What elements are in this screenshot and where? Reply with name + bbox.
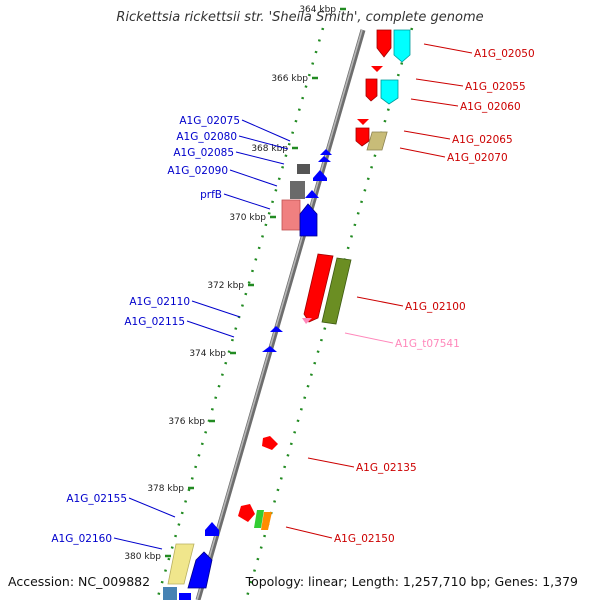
gene-label: A1G_02065 [452, 134, 513, 146]
gene-feature [238, 504, 255, 522]
gene-callout-line [191, 300, 241, 318]
gene-label: prfB [200, 189, 222, 201]
gene-label: A1G_02080 [176, 131, 237, 143]
gene-features [163, 29, 411, 600]
kbp-tick-label: 364 kbp [299, 5, 336, 15]
gene-feature [281, 199, 301, 231]
gene-feature [187, 551, 213, 589]
gene-feature [299, 203, 318, 237]
gene-feature [254, 510, 264, 528]
kbp-tick-label: 368 kbp [251, 144, 288, 154]
gene-label: A1G_t07541 [395, 338, 460, 350]
gene-feature [365, 78, 378, 102]
kbp-tick-label: 366 kbp [271, 74, 308, 84]
gene-feature [179, 593, 191, 600]
gene-callout-line [238, 135, 289, 150]
gene-feature [371, 66, 383, 72]
gene-feature [320, 149, 332, 155]
gene-label: A1G_02060 [460, 101, 521, 113]
gene-feature [167, 543, 195, 585]
gene-callout-line [415, 78, 464, 87]
gene-label: A1G_02150 [334, 533, 395, 545]
gene-feature [270, 326, 283, 332]
gene-label: A1G_02090 [167, 165, 228, 177]
gene-feature [366, 131, 388, 151]
gene-label: A1G_02050 [474, 48, 535, 60]
gene-callout-line [241, 119, 291, 142]
gene-label: A1G_02160 [51, 533, 112, 545]
gene-feature [302, 318, 312, 324]
genome-stats-text: Topology: linear; Length: 1,257,710 bp; … [245, 574, 578, 589]
gene-callout-line [285, 526, 333, 539]
genome-backbone [195, 29, 366, 600]
gene-feature [376, 29, 392, 58]
gene-feature [305, 190, 319, 198]
gene-callout-line [113, 537, 163, 550]
gene-feature [261, 512, 272, 530]
gene-label: A1G_02055 [465, 81, 526, 93]
gene-callout-line [235, 151, 285, 165]
gene-feature [297, 164, 310, 174]
gene-feature [321, 257, 352, 325]
accession-text: Accession: NC_009882 [8, 574, 151, 589]
kbp-tick-label: 372 kbp [207, 281, 244, 291]
map-title: Rickettsia rickettsii str. 'Sheila Smith… [116, 10, 484, 25]
gene-feature [393, 29, 411, 63]
gene-feature [163, 587, 177, 600]
gene-feature [380, 79, 399, 105]
gene-callout-line [128, 497, 176, 518]
gene-label: A1G_02110 [129, 296, 190, 308]
gene-feature [318, 156, 331, 162]
gene-feature [355, 127, 370, 147]
gene-callout-line [344, 332, 394, 344]
gene-feature [205, 522, 219, 536]
gene-callout-line [356, 296, 404, 307]
gene-label: A1G_02155 [66, 493, 127, 505]
gene-callout-line [307, 457, 355, 468]
gene-callout-line [410, 98, 459, 107]
kbp-ticks: 364 kbp 366 kbp 368 kbp 370 kbp 372 kbp 374 k… [124, 5, 346, 562]
gene-label: A1G_02135 [356, 462, 417, 474]
gene-callout-line [186, 320, 235, 338]
gene-feature [313, 170, 327, 181]
plus-strand-labels: A1G_02050 A1G_02055 A1G_02060 A1G_02065 A1G_… [285, 43, 535, 545]
gene-feature [357, 119, 369, 125]
minus-strand-labels: A1G_02075 A1G_02080 A1G_02085 A1G_02090 prfB… [51, 115, 291, 550]
gene-feature [303, 253, 334, 323]
kbp-tick-label: 374 kbp [189, 349, 226, 359]
gene-callout-line [223, 193, 271, 210]
gene-label: A1G_02100 [405, 301, 466, 313]
gene-label: A1G_02075 [179, 115, 240, 127]
gene-label: A1G_02070 [447, 152, 508, 164]
gene-callout-line [229, 169, 278, 187]
kbp-tick-label: 380 kbp [124, 552, 161, 562]
kbp-tick-label: 370 kbp [229, 213, 266, 223]
kbp-tick-label: 376 kbp [168, 417, 205, 427]
gene-feature [290, 181, 305, 199]
gene-callout-line [403, 130, 451, 140]
gene-feature [262, 436, 278, 450]
gene-feature [262, 346, 277, 352]
gene-callout-line [423, 43, 473, 54]
gene-callout-line [399, 147, 446, 158]
gene-label: A1G_02085 [173, 147, 234, 159]
gene-label: A1G_02115 [124, 316, 185, 328]
kbp-tick-label: 378 kbp [147, 484, 184, 494]
